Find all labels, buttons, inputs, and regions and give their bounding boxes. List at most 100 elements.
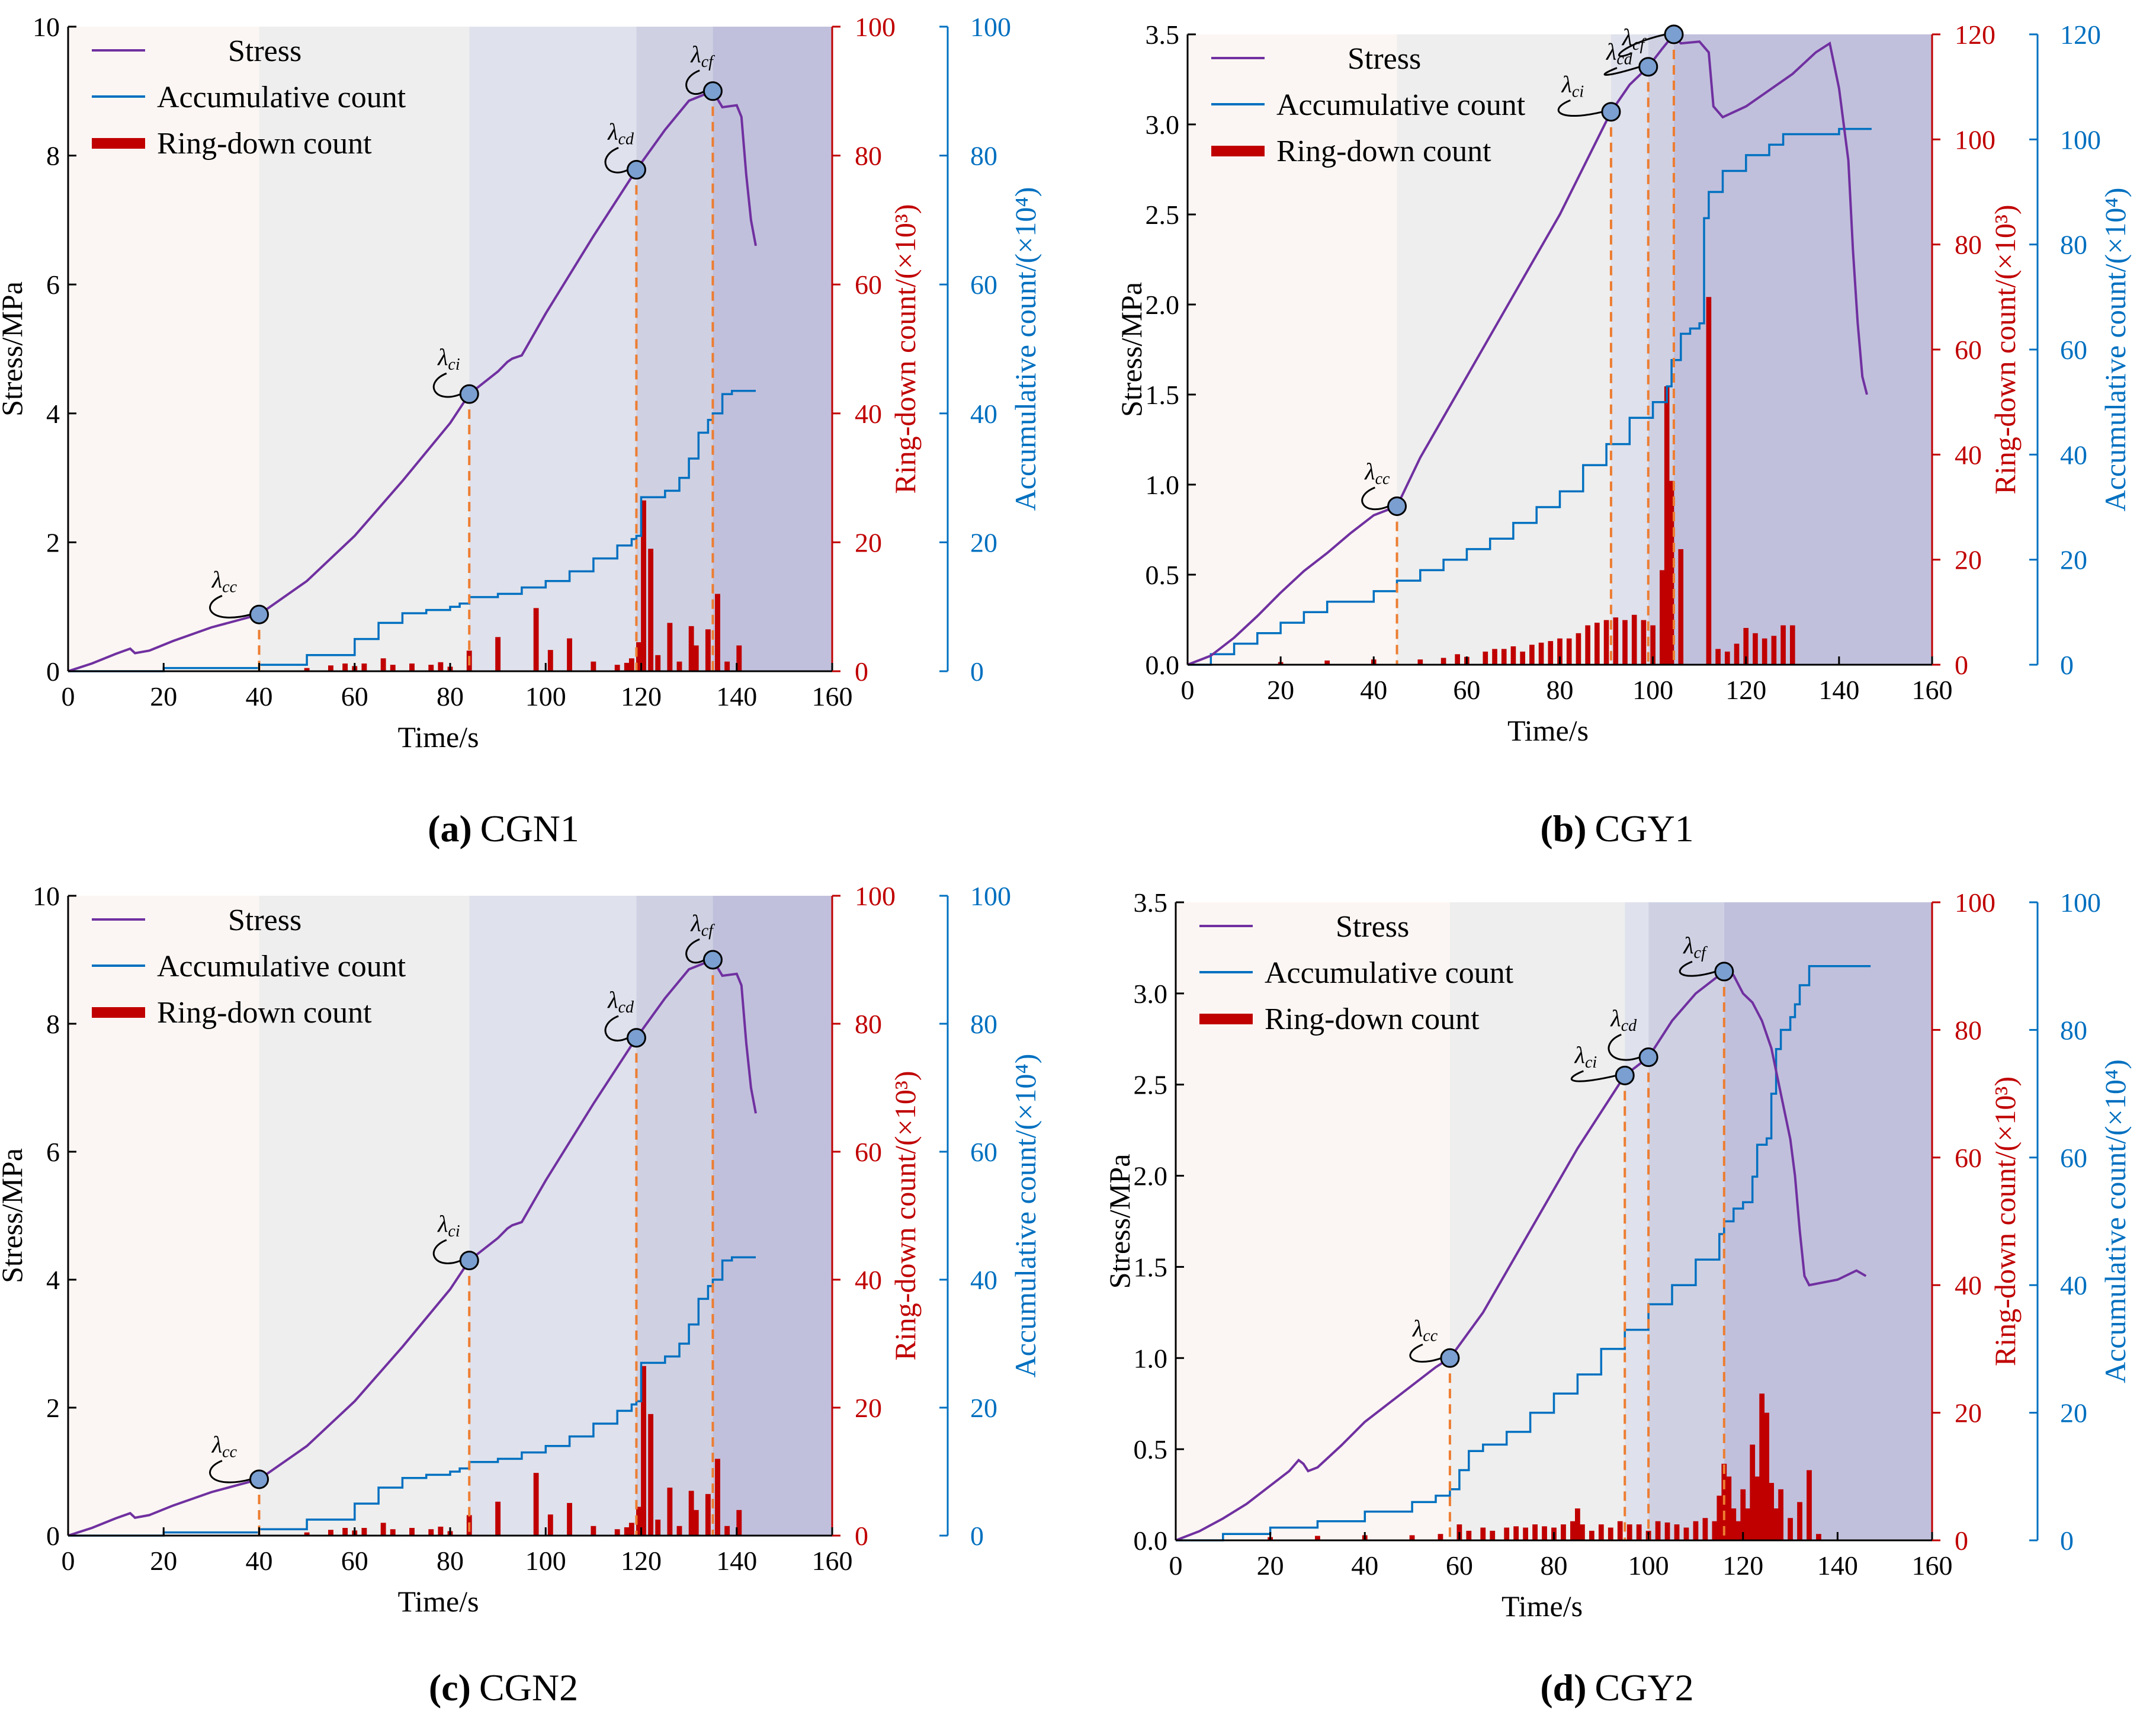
stage-zone xyxy=(68,27,259,671)
y-tick-label: 3.5 xyxy=(1146,20,1180,50)
legend-accumulative-label: Accumulative count xyxy=(157,81,406,114)
lambda-label: λcc xyxy=(1364,458,1390,488)
x-tick-label: 140 xyxy=(716,1546,757,1576)
ringdown-bar xyxy=(390,665,396,671)
x-tick-label: 0 xyxy=(62,681,75,712)
y-tick-label: 10 xyxy=(33,881,60,911)
y-tick-label: 0 xyxy=(46,1521,60,1551)
y3-tick-label: 100 xyxy=(2060,124,2101,155)
ringdown-bar xyxy=(409,1528,415,1536)
x-tick-label: 40 xyxy=(246,681,273,712)
y2-tick-label: 60 xyxy=(855,270,882,300)
ringdown-bar xyxy=(547,650,553,671)
stress-line xyxy=(68,958,757,1537)
threshold-marker xyxy=(626,160,646,180)
y2-tick-label: 40 xyxy=(855,399,882,429)
lambda-label: λci xyxy=(1561,71,1584,101)
ringdown-bar xyxy=(1548,641,1554,665)
lambda-label: λcf xyxy=(690,909,715,940)
y2-tick-label: 80 xyxy=(855,1009,882,1039)
legend-stress-label: Stress xyxy=(1348,42,1421,76)
stage-zone xyxy=(1648,902,1724,1540)
ringdown-bar xyxy=(1510,646,1516,665)
ringdown-bar xyxy=(1490,1530,1496,1540)
stage-zone xyxy=(469,896,637,1536)
ringdown-bar xyxy=(655,655,661,671)
ringdown-bar xyxy=(1702,1518,1708,1540)
ringdown-bar xyxy=(591,1526,596,1536)
y-tick-label: 2.5 xyxy=(1134,1070,1168,1100)
y2-tick-label: 0 xyxy=(855,1521,868,1551)
x-tick-label: 140 xyxy=(1818,675,1859,705)
y2-tick-label: 40 xyxy=(1955,440,1982,470)
y-tick-label: 0.5 xyxy=(1146,560,1180,590)
ringdown-bar xyxy=(495,637,501,671)
ringdown-bar xyxy=(1712,1521,1718,1540)
ringdown-bar xyxy=(1735,1521,1741,1540)
stress-line xyxy=(1175,970,1867,1542)
panel-caption: (b) CGY1 xyxy=(1540,807,1693,850)
x-tick-label: 100 xyxy=(1632,675,1673,705)
ringdown-bar xyxy=(1683,1527,1689,1540)
ringdown-bar xyxy=(1585,625,1590,665)
y-tick-label: 1.5 xyxy=(1134,1252,1168,1282)
stress-line xyxy=(1187,32,1868,666)
y3-tick-label: 40 xyxy=(2060,1270,2087,1300)
x-axis-title: Time/s xyxy=(1502,1590,1583,1623)
x-tick-label: 120 xyxy=(621,1546,662,1576)
ringdown-bar xyxy=(614,1529,620,1536)
ringdown-bar xyxy=(1664,1522,1670,1540)
ringdown-bar xyxy=(1780,625,1786,665)
y-tick-label: 0.0 xyxy=(1146,650,1180,680)
ringdown-bar xyxy=(1726,1476,1732,1540)
label-leader xyxy=(1603,66,1641,76)
x-tick-label: 120 xyxy=(1722,1550,1763,1581)
y2-tick-label: 120 xyxy=(1955,20,1995,50)
y-tick-label: 0.0 xyxy=(1134,1526,1168,1556)
y2-axis-title: Ring-down count/(×10³) xyxy=(1988,1076,2022,1366)
ringdown-bar xyxy=(1561,1524,1566,1540)
y3-axis-title: Accumulative count/(×10⁴) xyxy=(2099,1059,2132,1383)
x-tick-label: 20 xyxy=(150,681,177,712)
ringdown-bar xyxy=(1769,1483,1775,1540)
y-tick-label: 2.5 xyxy=(1146,200,1180,230)
threshold-marker xyxy=(1714,962,1734,982)
legend-stress-label: Stress xyxy=(1336,910,1409,944)
y3-tick-label: 20 xyxy=(970,527,997,557)
y-tick-label: 1.0 xyxy=(1146,470,1180,500)
lambda-label: λci xyxy=(437,344,460,374)
x-tick-label: 80 xyxy=(437,681,464,712)
x-tick-label: 0 xyxy=(1169,1550,1183,1581)
stage-zone xyxy=(1449,902,1625,1540)
panel-caption-name: CGN1 xyxy=(480,807,579,850)
ringdown-bar xyxy=(1579,1524,1585,1540)
label-leader xyxy=(209,1460,251,1483)
ringdown-bar xyxy=(1778,1489,1783,1540)
threshold-marker xyxy=(1440,1348,1460,1368)
y2-tick-label: 0 xyxy=(1955,1526,1968,1556)
threshold-marker xyxy=(1615,1065,1635,1085)
y2-tick-label: 100 xyxy=(855,12,896,42)
ringdown-bar xyxy=(648,549,654,671)
lambda-label: λcf xyxy=(1683,932,1708,962)
y3-tick-label: 100 xyxy=(970,12,1011,42)
stage-zone xyxy=(713,896,832,1536)
ringdown-bar xyxy=(304,1532,310,1536)
ringdown-bar xyxy=(1715,649,1721,665)
panel-caption-name: CGY1 xyxy=(1595,807,1694,850)
ringdown-bar xyxy=(628,1523,634,1536)
legend-ringdown-label: Ring-down count xyxy=(157,996,372,1030)
y-axis-title: Stress/MPa xyxy=(1103,1154,1136,1289)
x-tick-label: 80 xyxy=(1541,1550,1568,1581)
y2-tick-label: 80 xyxy=(1955,230,1982,260)
y3-tick-label: 40 xyxy=(2060,440,2087,470)
stage-zone xyxy=(636,896,713,1536)
ringdown-bar xyxy=(1706,297,1712,665)
y2-tick-label: 60 xyxy=(855,1137,882,1167)
ringdown-bar xyxy=(533,608,539,671)
ringdown-bar xyxy=(361,1528,367,1536)
y3-tick-label: 0 xyxy=(970,1521,984,1551)
y2-axis-title: Ring-down count/(×10³) xyxy=(888,204,922,494)
y-tick-label: 3.0 xyxy=(1146,110,1180,140)
ringdown-bar xyxy=(1622,620,1628,665)
